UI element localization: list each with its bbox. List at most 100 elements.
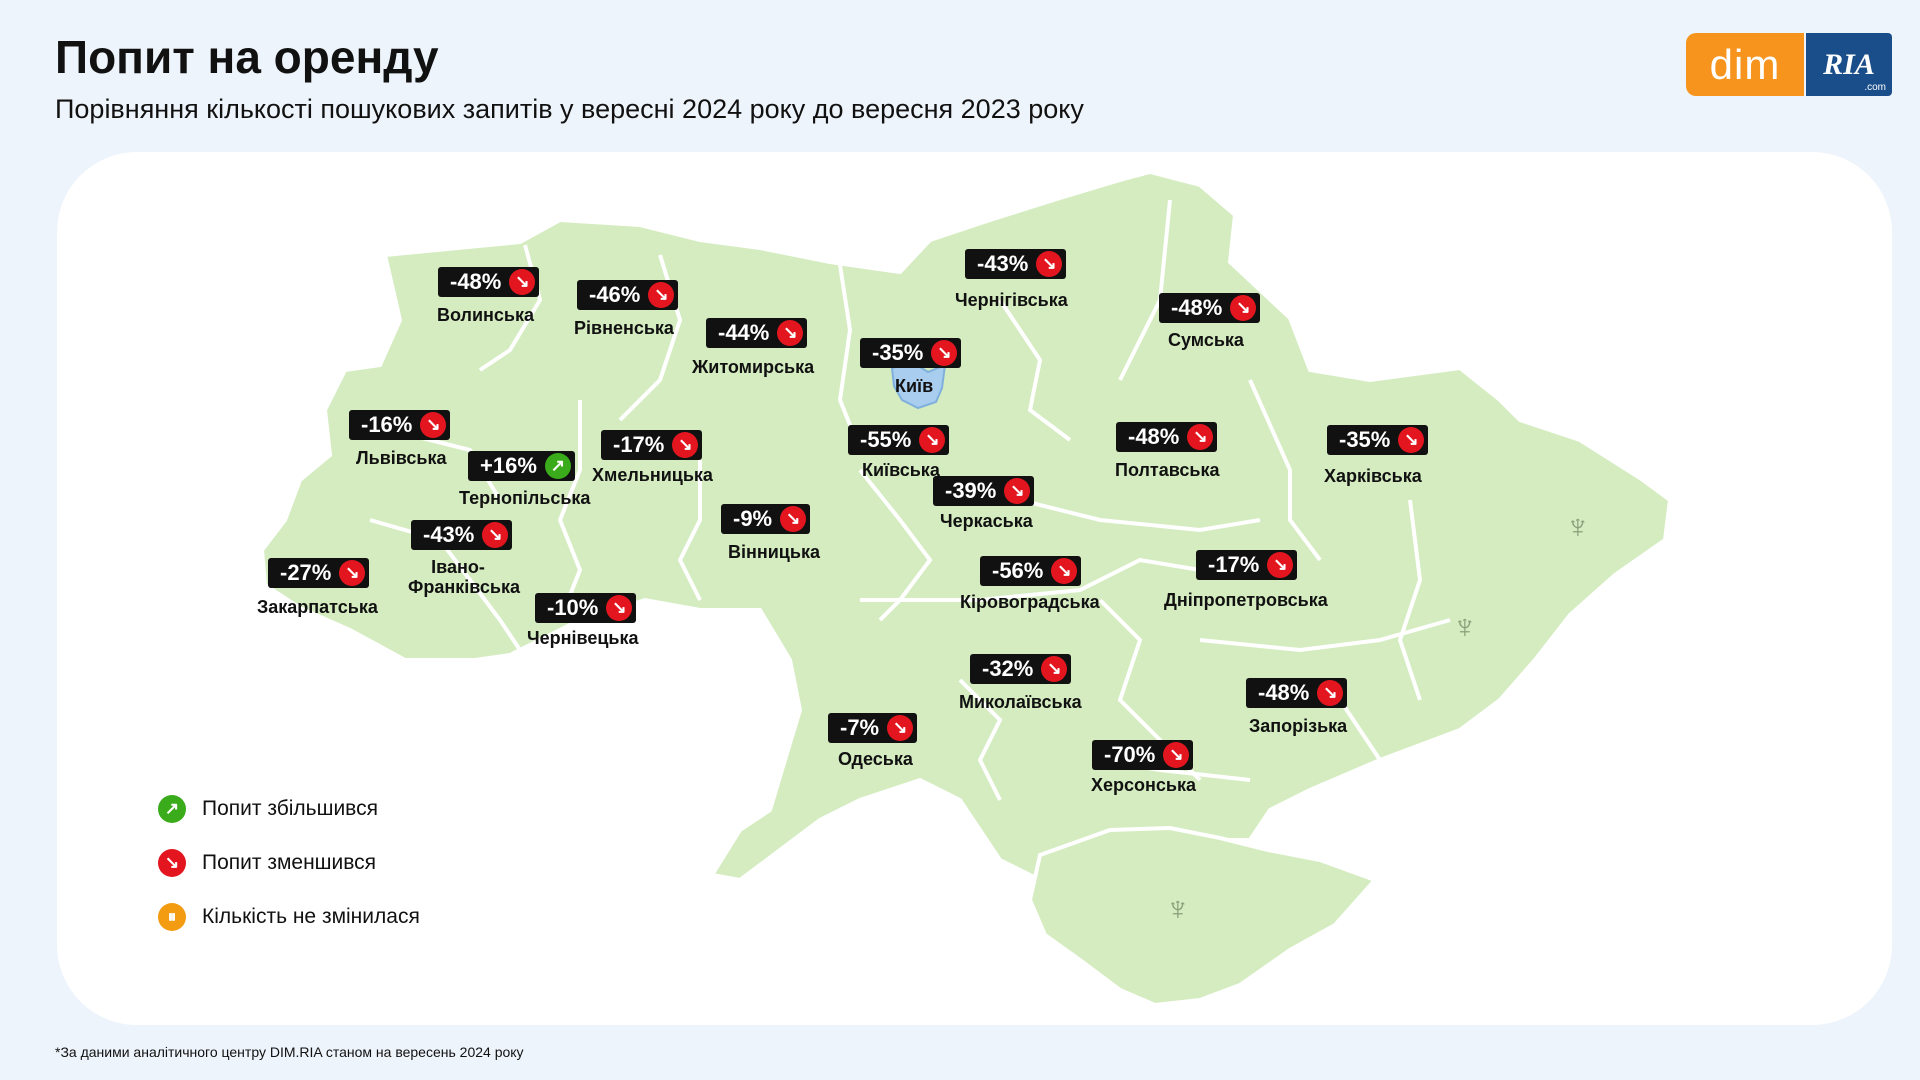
down-arrow-icon: ↘ [1163,742,1190,768]
change-value: -32% [982,656,1034,681]
down-arrow-icon: ↘ [919,427,946,453]
label-ternopilska: Тернопільська [459,488,591,508]
pill-rivnenska: -46% ↘ [577,280,679,310]
label-sumska: Сумська [1168,330,1244,350]
legend-label: Попит збільшився [202,797,378,820]
pill-zaporizka: -48% ↘ [1246,678,1348,708]
pill-khmelnytska: -17% ↘ [601,430,703,460]
pill-kirovohradska: -56% ↘ [980,556,1082,586]
down-arrow-icon: ↘ [1041,656,1068,682]
change-value: -55% [860,427,912,452]
page-title: Попит на оренду [55,31,439,83]
change-value: -17% [1208,552,1260,577]
down-arrow-icon: ↘ [887,715,914,741]
label-kirovohradska: Кіровоградська [960,592,1100,612]
pill-odeska: -7% ↘ [828,713,918,743]
label-lvivska: Львівська [356,448,447,468]
pill-volynska: -48% ↘ [438,267,540,297]
down-arrow-icon: ↘ [1004,478,1031,504]
down-arrow-icon: ↘ [1036,251,1063,277]
change-value: -43% [423,522,475,547]
change-value: -48% [450,269,502,294]
pill-lvivska: -16% ↘ [349,410,451,440]
down-arrow-icon: ↘ [482,522,509,548]
label-cherkaska: Черкаська [940,511,1033,531]
label-khmelnytska: Хмельницька [592,465,713,485]
change-value: -56% [992,558,1044,583]
crimea-outline [1027,825,1379,1008]
down-arrow-icon: ↘ [1317,680,1344,706]
up-arrow-icon: ↗ [158,795,186,823]
down-arrow-icon: ↘ [1267,552,1294,578]
label-kyivska: Київська [862,460,940,480]
down-arrow-icon: ↘ [648,282,675,308]
trident-icon: ♆ [1452,608,1478,646]
pill-chernivetska: -10% ↘ [535,593,637,623]
down-arrow-icon: ↘ [931,340,958,366]
pill-ivano-frankivska: -43% ↘ [411,520,513,550]
legend-label: Попит зменшився [202,851,377,874]
change-value: -39% [945,478,997,503]
label-chernivetska: Чернівецька [527,628,639,648]
pill-chernihivska: -43% ↘ [965,249,1067,279]
label-vinnytska: Вінницька [728,542,820,562]
label-odeska: Одеська [838,749,913,769]
change-value: -46% [589,282,641,307]
pill-poltavska: -48% ↘ [1116,422,1218,452]
legend-item-same: ⏸ Кількість не змінилася [158,890,420,944]
pill-khersonska: -70% ↘ [1092,740,1194,770]
change-value: -70% [1104,742,1156,767]
pill-dnipropetrovska: -17% ↘ [1196,550,1298,580]
label-zakarpatska: Закарпатська [257,597,378,617]
label-chernihivska: Чернігівська [955,290,1068,310]
pill-vinnytska: -9% ↘ [721,504,811,534]
label-zaporizka: Запорізька [1249,716,1348,736]
pill-ternopilska: +16% ↗ [468,451,575,481]
down-arrow-icon: ↘ [1187,424,1214,450]
change-value: -48% [1128,424,1180,449]
down-arrow-icon: ↘ [780,506,807,532]
down-arrow-icon: ↘ [158,849,186,877]
change-value: -44% [718,320,770,345]
legend-item-down: ↘ Попит зменшився [158,836,420,890]
pill-mykolaivska: -32% ↘ [970,654,1072,684]
down-arrow-icon: ↘ [339,560,366,586]
change-value: -10% [547,595,599,620]
dim-ria-logo[interactable]: dim RIA .com [1686,33,1892,96]
pill-kharkivska: -35% ↘ [1327,425,1429,455]
legend: ↗ Попит збільшився ↘ Попит зменшився ⏸ К… [158,782,420,944]
pill-zhytomyrska: -44% ↘ [706,318,808,348]
trident-icon: ♆ [1165,890,1191,928]
trident-icon: ♆ [1565,508,1591,546]
change-value: -48% [1258,680,1310,705]
change-value: +16% [480,453,537,478]
pill-sumska: -48% ↘ [1159,293,1261,323]
change-value: -35% [1339,427,1391,452]
label-dnipropetrovska: Дніпропетровська [1164,590,1328,610]
label-kharkivska: Харківська [1324,466,1422,486]
footnote: *За даними аналітичного центру DIM.RIA с… [55,1044,524,1060]
down-arrow-icon: ↘ [777,320,804,346]
change-value: -35% [872,340,924,365]
change-value: -9% [733,506,773,531]
change-value: -16% [361,412,413,437]
label-kyiv-city: Київ [895,376,934,396]
pill-kyiv-city: -35% ↘ [860,338,962,368]
label-zhytomyrska: Житомирська [692,357,815,377]
logo-ria: RIA .com [1806,33,1892,96]
label-mykolaivska: Миколаївська [959,692,1082,712]
up-arrow-icon: ↗ [544,453,571,479]
label-khersonska: Херсонська [1091,775,1196,795]
change-value: -17% [613,432,665,457]
change-value: -48% [1171,295,1223,320]
label-rivnenska: Рівненська [574,318,674,338]
down-arrow-icon: ↘ [420,412,447,438]
logo-ria-suffix: .com [1864,82,1886,93]
pill-cherkaska: -39% ↘ [933,476,1035,506]
pill-zakarpatska: -27% ↘ [268,558,370,588]
legend-label: Кількість не змінилася [202,905,420,928]
down-arrow-icon: ↘ [672,432,699,458]
change-value: -43% [977,251,1029,276]
logo-dim: dim [1686,33,1804,96]
